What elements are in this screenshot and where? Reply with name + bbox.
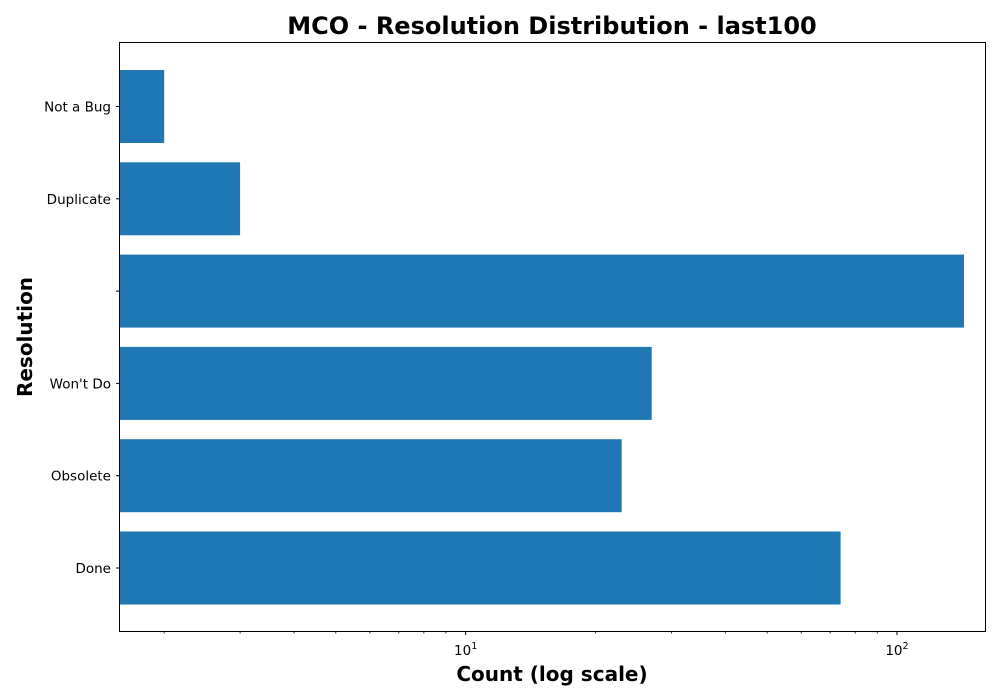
y-tick-label: Duplicate (47, 192, 111, 208)
y-tick-label: Done (75, 561, 111, 577)
y-tick-label: Not a Bug (44, 100, 111, 116)
bar-unlabeled (120, 254, 964, 328)
x-tick-label: 101 (454, 641, 477, 659)
chart-title: MCO - Resolution Distribution - last100 (287, 12, 817, 40)
y-tick-label: Obsolete (51, 469, 111, 485)
y-axis-label: Resolution (13, 277, 37, 397)
bar-won-t-do (120, 346, 652, 420)
ticks-layer: Done Obsolete Won't Do Duplicate Not a Bug 10… (44, 100, 908, 660)
plot-frame (119, 42, 986, 632)
x-tick-label: 102 (885, 641, 908, 659)
bar-obsolete (120, 439, 622, 513)
bar-not-a-bug (120, 70, 165, 143)
bar-done (120, 531, 841, 605)
bar-duplicate (120, 162, 241, 236)
y-tick-label: Won't Do (50, 376, 111, 392)
bars-layer (120, 70, 964, 605)
x-axis-label: Count (log scale) (456, 662, 647, 686)
